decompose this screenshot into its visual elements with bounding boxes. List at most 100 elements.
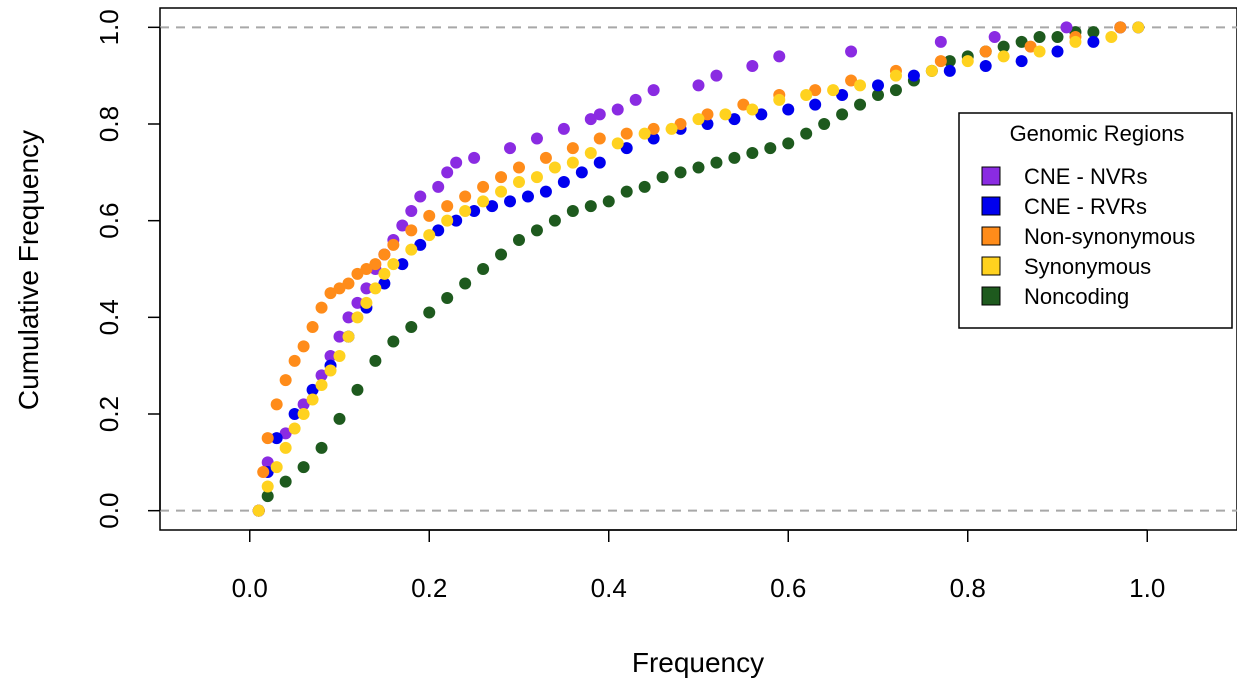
data-point <box>647 132 660 145</box>
x-tick-label: 0.8 <box>950 573 986 603</box>
data-point <box>279 475 292 488</box>
data-point <box>800 89 813 101</box>
data-point <box>728 151 741 164</box>
y-tick-label: 0.2 <box>94 396 124 432</box>
data-point <box>432 180 445 193</box>
data-point <box>441 214 454 227</box>
data-point <box>575 166 588 179</box>
legend-label: CNE - NVRs <box>1024 164 1147 189</box>
data-point <box>279 441 292 454</box>
data-point <box>297 408 310 420</box>
legend-label: Noncoding <box>1024 284 1129 309</box>
data-point <box>836 108 849 121</box>
series-synonymous <box>252 21 1145 517</box>
data-point <box>620 127 633 140</box>
data-point <box>1105 31 1118 43</box>
data-point <box>333 412 346 425</box>
data-point <box>324 364 337 377</box>
data-point <box>405 205 418 217</box>
data-point <box>701 108 714 121</box>
data-point <box>746 60 759 72</box>
data-point <box>504 195 517 208</box>
data-point <box>728 113 741 126</box>
data-point <box>1024 40 1037 53</box>
data-point <box>257 466 270 478</box>
data-point <box>746 103 759 116</box>
data-point <box>889 84 902 97</box>
data-point <box>1051 45 1064 58</box>
data-point <box>530 132 543 145</box>
data-point <box>441 200 454 213</box>
data-point <box>360 263 373 275</box>
data-point <box>593 132 606 145</box>
data-point <box>925 64 938 77</box>
data-point <box>710 156 723 169</box>
data-point <box>773 93 786 106</box>
data-point <box>414 190 427 203</box>
data-point <box>539 185 552 198</box>
data-point <box>872 89 884 101</box>
data-point <box>378 267 391 280</box>
data-point <box>539 151 552 164</box>
data-point <box>773 50 786 63</box>
legend-items: CNE - NVRs CNE - RVRs Non-synonymous Synony… <box>981 164 1195 309</box>
data-point <box>620 142 633 155</box>
data-point <box>261 480 274 493</box>
legend-swatch <box>981 226 1001 246</box>
data-point <box>351 383 364 396</box>
data-point <box>755 108 768 121</box>
data-point <box>1114 21 1127 34</box>
data-point <box>845 45 858 58</box>
y-tick-label: 0.8 <box>94 106 124 142</box>
data-point <box>809 84 822 97</box>
data-point <box>979 60 992 72</box>
data-point <box>468 205 481 217</box>
data-point <box>521 190 534 203</box>
y-axis-title: Cumulative Frequency <box>13 130 44 410</box>
data-point <box>1060 21 1073 34</box>
data-point <box>477 180 490 193</box>
data-point <box>450 156 463 169</box>
data-point <box>710 69 723 82</box>
data-point <box>557 176 570 188</box>
data-point <box>369 282 382 295</box>
data-point <box>818 118 831 130</box>
data-point <box>378 248 391 261</box>
data-point <box>351 311 364 324</box>
data-point <box>261 432 274 445</box>
data-point <box>306 393 319 406</box>
data-point <box>638 127 651 140</box>
data-point <box>674 166 687 179</box>
data-point <box>387 258 400 271</box>
legend: Genomic Regions CNE - NVRs CNE - RVRs Non-… <box>958 112 1233 329</box>
data-point <box>656 171 669 184</box>
data-point <box>845 74 858 87</box>
data-point <box>854 98 867 111</box>
data-point <box>414 238 427 251</box>
legend-label: Synonymous <box>1024 254 1151 279</box>
data-point <box>396 219 409 232</box>
legend-swatch <box>981 256 1001 276</box>
data-point <box>665 122 678 135</box>
data-point <box>495 185 508 198</box>
data-point <box>692 161 705 174</box>
data-point <box>692 79 705 92</box>
legend-label: CNE - RVRs <box>1024 194 1147 219</box>
data-point <box>602 195 615 208</box>
data-point <box>809 98 822 111</box>
data-point <box>692 113 705 126</box>
data-point <box>620 185 633 198</box>
data-point <box>1015 55 1028 68</box>
data-point <box>988 31 1001 43</box>
data-point <box>315 441 328 454</box>
data-point <box>423 306 436 319</box>
y-tick-label: 1.0 <box>94 9 124 45</box>
data-point <box>764 142 777 155</box>
data-point <box>279 427 292 440</box>
y-tick-label: 0.4 <box>94 299 124 335</box>
legend-box <box>958 112 1233 329</box>
x-axis: 0.0 0.2 0.4 0.6 0.8 1.0 <box>232 529 1165 603</box>
data-point <box>629 93 642 106</box>
